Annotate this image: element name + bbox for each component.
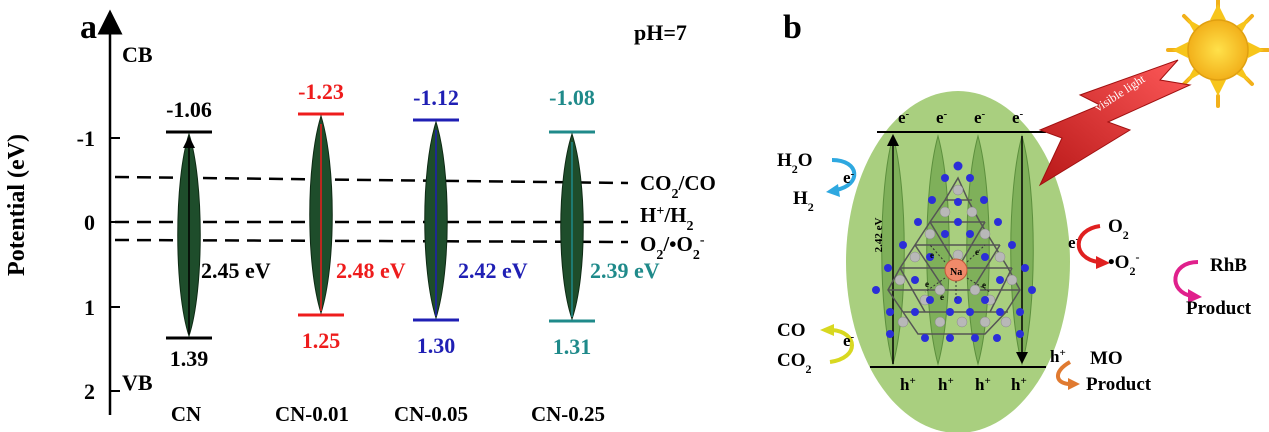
electron-label: e- — [1012, 108, 1024, 127]
y-tick-label: 0 — [84, 210, 95, 235]
sample-cn-001: -1.23 1.25 2.48 eV CN-0.01 — [275, 79, 406, 426]
mo-reaction: h+ MO Product — [1050, 347, 1152, 395]
gap-label: 2.42 eV — [873, 218, 885, 253]
sodium-atom: Na e e e e e — [924, 244, 991, 302]
y-tick-label: 1 — [84, 295, 95, 320]
vb-value: 1.25 — [302, 328, 341, 353]
h2-label: H2 — [793, 188, 814, 214]
hole-label: h+ — [938, 375, 954, 394]
vb-value: 1.39 — [170, 346, 209, 371]
gap-value: 2.48 eV — [336, 258, 406, 283]
o2-arrow — [1076, 224, 1101, 264]
vb-label: VB — [122, 370, 153, 395]
mo-arrow — [1056, 360, 1072, 386]
gap-value: 2.45 eV — [201, 258, 271, 283]
electron-label: e- — [974, 108, 986, 127]
co2-label: CO2 — [777, 350, 812, 376]
electron-label: e- — [843, 331, 855, 350]
carbon-nitride-structure: Na e e e e e — [872, 161, 1036, 342]
sample-cn: -1.06 1.39 2.45 eV CN — [166, 97, 271, 426]
h2o-reaction: H2O H2 e- — [777, 150, 857, 214]
rhb-arrow — [1173, 260, 1199, 298]
hole-label: h+ — [1050, 347, 1066, 366]
sample-name: CN-0.05 — [394, 402, 468, 426]
level-o2-label: O2/•O2- — [640, 232, 705, 263]
level-o2-o2rad-line — [114, 238, 629, 244]
vb-value: 1.31 — [553, 334, 592, 359]
electron-label: e- — [843, 168, 855, 187]
panel-a: a pH=7 Potential (eV) CB VB -1 0 1 2 CO2… — [4, 9, 716, 426]
sample-cn-005: -1.12 1.30 2.42 eV CN-0.05 — [394, 85, 528, 426]
hole-label: h+ — [900, 375, 916, 394]
rhb-product-label: Product — [1186, 298, 1252, 319]
o2-radical-label: •O2- — [1108, 250, 1139, 278]
level-co2-co-label: CO2/CO — [640, 171, 716, 202]
hole-label: h+ — [975, 375, 991, 394]
electron-label: e- — [898, 108, 910, 127]
co-label: CO — [777, 320, 806, 341]
electrons: e- e- e- e- — [898, 108, 1024, 127]
h2o-arrow — [831, 158, 857, 192]
mo-product-label: Product — [1086, 374, 1152, 395]
co2-arrow — [829, 328, 854, 364]
electron-small: e — [930, 250, 934, 260]
hole-label: h+ — [1011, 375, 1027, 394]
h2o-label: H2O — [777, 150, 813, 176]
electron-small: e — [925, 279, 929, 289]
lightning-icon: visible light — [1038, 59, 1192, 187]
mo-label: MO — [1090, 348, 1123, 369]
sample-name: CN-0.01 — [275, 402, 349, 426]
level-co2-co-line — [114, 175, 629, 185]
electron-label: e- — [1068, 233, 1080, 252]
electron-label: e- — [936, 108, 948, 127]
gap-value: 2.39 eV — [590, 258, 660, 283]
vb-value: 1.30 — [417, 333, 456, 358]
rhb-label: RhB — [1210, 255, 1247, 276]
panel-b: b 2.42 eV e- e- e- e- h+ h+ h+ h+ — [777, 0, 1269, 432]
sample-name: CN-0.25 — [531, 402, 605, 426]
electron-small: e — [940, 292, 944, 302]
cb-value: -1.12 — [413, 85, 459, 110]
co2-reaction: CO CO2 e- — [777, 320, 855, 376]
y-tick-label: 2 — [84, 379, 95, 404]
y-ticks: -1 0 1 2 — [77, 126, 120, 404]
holes: h+ h+ h+ h+ — [900, 375, 1027, 394]
ph-label: pH=7 — [634, 20, 687, 45]
y-tick-label: -1 — [77, 126, 95, 151]
y-axis-label: Potential (eV) — [4, 134, 30, 276]
gap-value: 2.42 eV — [458, 258, 528, 283]
o2-label: O2 — [1108, 216, 1129, 242]
nitrogen-atoms — [872, 161, 1036, 342]
cb-value: -1.23 — [298, 79, 344, 104]
cb-label: CB — [122, 42, 153, 67]
electron-small: e — [975, 247, 979, 257]
panel-a-label: a — [80, 9, 97, 46]
sample-cn-025: -1.08 1.31 2.39 eV CN-0.25 — [531, 85, 660, 426]
level-h-h2-label: H+/H2 — [640, 203, 694, 234]
sample-name: CN — [171, 402, 201, 426]
cb-value: -1.06 — [166, 97, 212, 122]
panel-b-label: b — [783, 9, 802, 46]
sun-icon — [1166, 0, 1269, 108]
electron-small: e — [982, 280, 986, 290]
sodium-label: Na — [950, 267, 962, 278]
o2-reaction: e- O2 •O2- RhB Product — [1068, 216, 1252, 319]
cb-value: -1.08 — [549, 85, 595, 110]
